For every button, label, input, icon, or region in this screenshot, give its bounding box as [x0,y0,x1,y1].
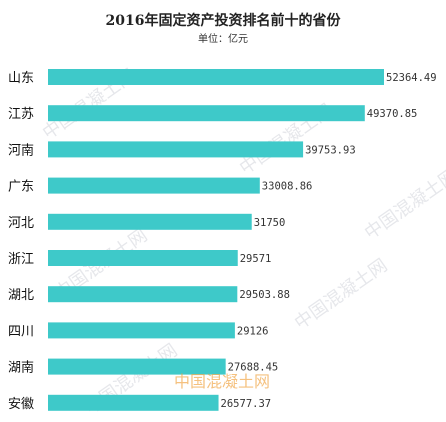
bar [48,322,235,339]
watermark-text: 中国混凝土网 [291,255,392,334]
value-label: 49370.85 [367,108,418,120]
bar [48,141,304,158]
category-label: 河南 [8,142,34,158]
bar [48,358,226,375]
bar [48,286,238,303]
value-label: 29126 [237,325,269,337]
category-label: 四川 [8,324,34,339]
chart-title: 2016年固定资产投资排名前十的省份 [106,12,342,29]
category-label: 江苏 [8,106,34,122]
watermark-text: 中国混凝土网 [361,165,446,244]
value-label: 33008.86 [262,181,313,193]
value-label: 29503.88 [239,289,290,301]
category-label: 安徽 [8,397,34,412]
category-label: 浙江 [8,252,34,267]
bar [48,105,365,122]
bars [48,69,384,411]
watermark-logo-text: 中国混凝土网 [174,372,270,391]
category-label: 山东 [8,71,34,86]
category-label: 湖南 [8,360,34,376]
chart-subtitle: 单位：亿元 [198,32,248,45]
value-label: 26577.37 [221,398,272,410]
value-label: 39753.93 [305,144,356,156]
bar [48,177,260,194]
value-label: 52364.49 [386,72,437,84]
value-label: 27688.45 [228,362,279,374]
bar [48,213,252,230]
value-labels: 52364.49 49370.85 39753.93 33008.86 31750 295… [221,72,437,410]
category-label: 湖北 [8,288,34,303]
bar [48,394,219,411]
category-label: 广东 [8,180,34,195]
bar [48,250,238,266]
value-label: 31750 [254,217,286,229]
value-label: 29571 [240,253,272,265]
bar [48,69,384,85]
category-label: 河北 [8,216,34,231]
